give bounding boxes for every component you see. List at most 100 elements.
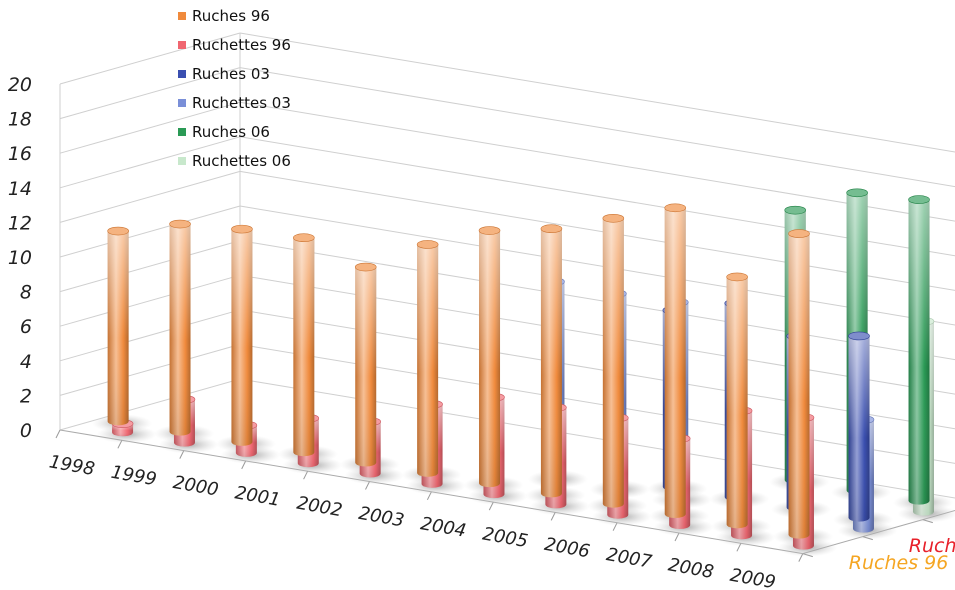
gridline-back	[239, 32, 955, 153]
x-tick-label: 2000	[171, 472, 220, 501]
legend-entry: Ruchettes 96	[178, 36, 291, 54]
y-tick-label: 10	[8, 247, 32, 269]
y-tick-label: 12	[8, 212, 32, 234]
y-tick-label: 14	[8, 178, 32, 200]
bar-highlight	[602, 218, 624, 508]
bar-ruches-96-2006	[602, 213, 625, 508]
legend-swatch	[178, 12, 186, 20]
y-tick-label: 16	[8, 143, 32, 165]
gridline-left	[59, 343, 241, 396]
gridline-left	[59, 136, 241, 189]
gridline-left	[59, 274, 241, 327]
gridline-left	[59, 378, 241, 431]
bar-highlight	[540, 228, 562, 498]
depth-tick-label: Ruches 03	[909, 535, 955, 557]
bar-ruches-96-2007	[664, 203, 687, 519]
bar-highlight	[169, 224, 191, 436]
legend-swatch	[178, 128, 186, 136]
chart-bars	[107, 188, 935, 550]
legend-entry: Ruches 06	[178, 123, 270, 141]
bar-highlight	[293, 237, 315, 457]
y-tick-label: 8	[20, 282, 32, 304]
bar-cap	[784, 205, 807, 215]
bar-highlight	[726, 276, 748, 529]
bar-highlight	[848, 335, 870, 522]
bar-ruches-96-2008	[726, 272, 748, 529]
bar-cap	[602, 213, 625, 223]
bar-ruches-96-2002	[354, 262, 377, 467]
bar-ruches-96-2000	[231, 224, 253, 446]
legend-swatch	[178, 41, 186, 49]
bar-cap	[788, 229, 810, 238]
y-tick-label: 6	[20, 316, 32, 338]
bar-highlight	[107, 231, 129, 426]
gridline-left	[59, 309, 241, 362]
y-tick-label: 4	[20, 351, 32, 373]
legend-swatch	[178, 157, 186, 165]
y-tick-label: 0	[20, 420, 32, 442]
legend-entry: Ruches 03	[178, 65, 270, 83]
bar-ruches-06-2009	[908, 195, 930, 505]
bar-highlight	[355, 267, 377, 467]
x-tick-label: 1999	[109, 462, 158, 491]
legend-label: Ruchettes 96	[192, 36, 291, 54]
x-tick-label: 2004	[419, 513, 468, 542]
bar-highlight	[417, 244, 439, 477]
bar-ruches-03-2009	[848, 331, 870, 522]
bar-ruches-96-2003	[416, 240, 439, 477]
bar-ruches-96-2001	[293, 233, 315, 457]
legend-label: Ruches 06	[192, 123, 270, 141]
gridline-left	[59, 240, 241, 293]
y-tick-label: 2	[20, 385, 32, 407]
x-tick-label: 2007	[605, 544, 654, 573]
x-tick-label: 2006	[543, 534, 592, 563]
bar-cap	[169, 219, 191, 229]
legend-label: Ruchettes 06	[192, 152, 291, 170]
x-tick-label: 1998	[48, 451, 97, 480]
legend-entry: Ruches 96	[178, 7, 270, 25]
x-tick-mark	[55, 429, 61, 439]
bar-highlight	[908, 199, 930, 505]
x-tick-label: 2009	[728, 565, 777, 590]
gridline-left	[59, 205, 241, 258]
bar-cap	[908, 195, 930, 204]
legend-entry: Ruchettes 06	[178, 152, 291, 170]
gridline-left	[59, 32, 241, 85]
legend-entry: Ruchettes 03	[178, 94, 291, 112]
legend-label: Ruchettes 03	[192, 94, 291, 112]
bar-cap	[726, 272, 748, 282]
bar-ruches-96-2005	[540, 224, 563, 498]
gridline-left	[59, 67, 241, 120]
x-tick-label: 2005	[481, 524, 530, 553]
bar-highlight	[479, 230, 501, 488]
gridline-left	[59, 170, 241, 223]
bar-cap	[848, 331, 870, 341]
bar-cap	[540, 224, 563, 234]
bar-highlight	[231, 229, 253, 446]
chart-legend: Ruches 96 Ruchettes 96 Ruches 03 Ruchettes …	[178, 7, 291, 170]
legend-label: Ruches 03	[192, 65, 270, 83]
x-tick-label: 2008	[667, 554, 716, 583]
bar-cap	[231, 224, 253, 234]
bar-cap	[354, 262, 377, 272]
gridline-left	[59, 101, 241, 154]
bar-ruches-96-2004	[478, 226, 501, 488]
gridline-back	[239, 67, 955, 188]
legend-swatch	[178, 70, 186, 78]
bar-ruches-96-2009	[788, 229, 810, 539]
bar-cap	[107, 226, 129, 236]
bar-highlight	[664, 207, 686, 519]
y-tick-label: 20	[8, 74, 32, 96]
y-tick-label: 18	[8, 109, 32, 131]
bar-cap	[664, 203, 687, 213]
bar-ruches-96-1999	[169, 219, 191, 436]
legend-label: Ruches 96	[192, 7, 270, 25]
depth-tick-label: Ruches 96	[849, 552, 949, 574]
legend-swatch	[178, 99, 186, 107]
x-tick-label: 2001	[233, 482, 282, 511]
x-tick-label: 2002	[295, 493, 344, 522]
x-tick-label: 2003	[357, 503, 406, 532]
bar-cap	[293, 233, 315, 243]
bar-cap	[416, 240, 439, 249]
